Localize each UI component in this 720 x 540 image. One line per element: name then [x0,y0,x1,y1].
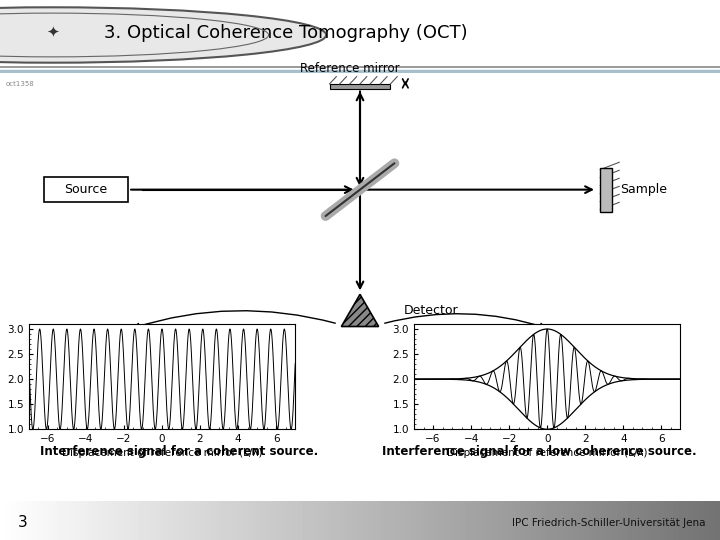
Text: Reference mirror: Reference mirror [300,62,400,75]
Text: Source: Source [64,183,107,196]
Bar [330,84,390,89]
Bar [44,177,128,202]
Bar [600,167,613,212]
Text: 3. Optical Coherence Tomography (OCT): 3. Optical Coherence Tomography (OCT) [104,24,468,42]
Text: Interference signal for a low coherence source.: Interference signal for a low coherence … [382,446,696,458]
Text: ✦: ✦ [46,25,59,39]
Text: Interference signal for a coherent source.: Interference signal for a coherent sourc… [40,446,318,458]
Text: Detector: Detector [404,304,459,317]
Circle shape [0,7,326,63]
X-axis label: Displacement of reference mirror (L/λ): Displacement of reference mirror (L/λ) [447,448,647,458]
Text: oct1358: oct1358 [6,81,35,87]
X-axis label: Displacement of reference mirror (L/λ): Displacement of reference mirror (L/λ) [62,448,262,458]
Text: 3: 3 [18,515,28,530]
Text: Sample: Sample [621,183,667,196]
Text: IPC Friedrich-Schiller-Universität Jena: IPC Friedrich-Schiller-Universität Jena [512,517,706,528]
Polygon shape [341,294,379,327]
